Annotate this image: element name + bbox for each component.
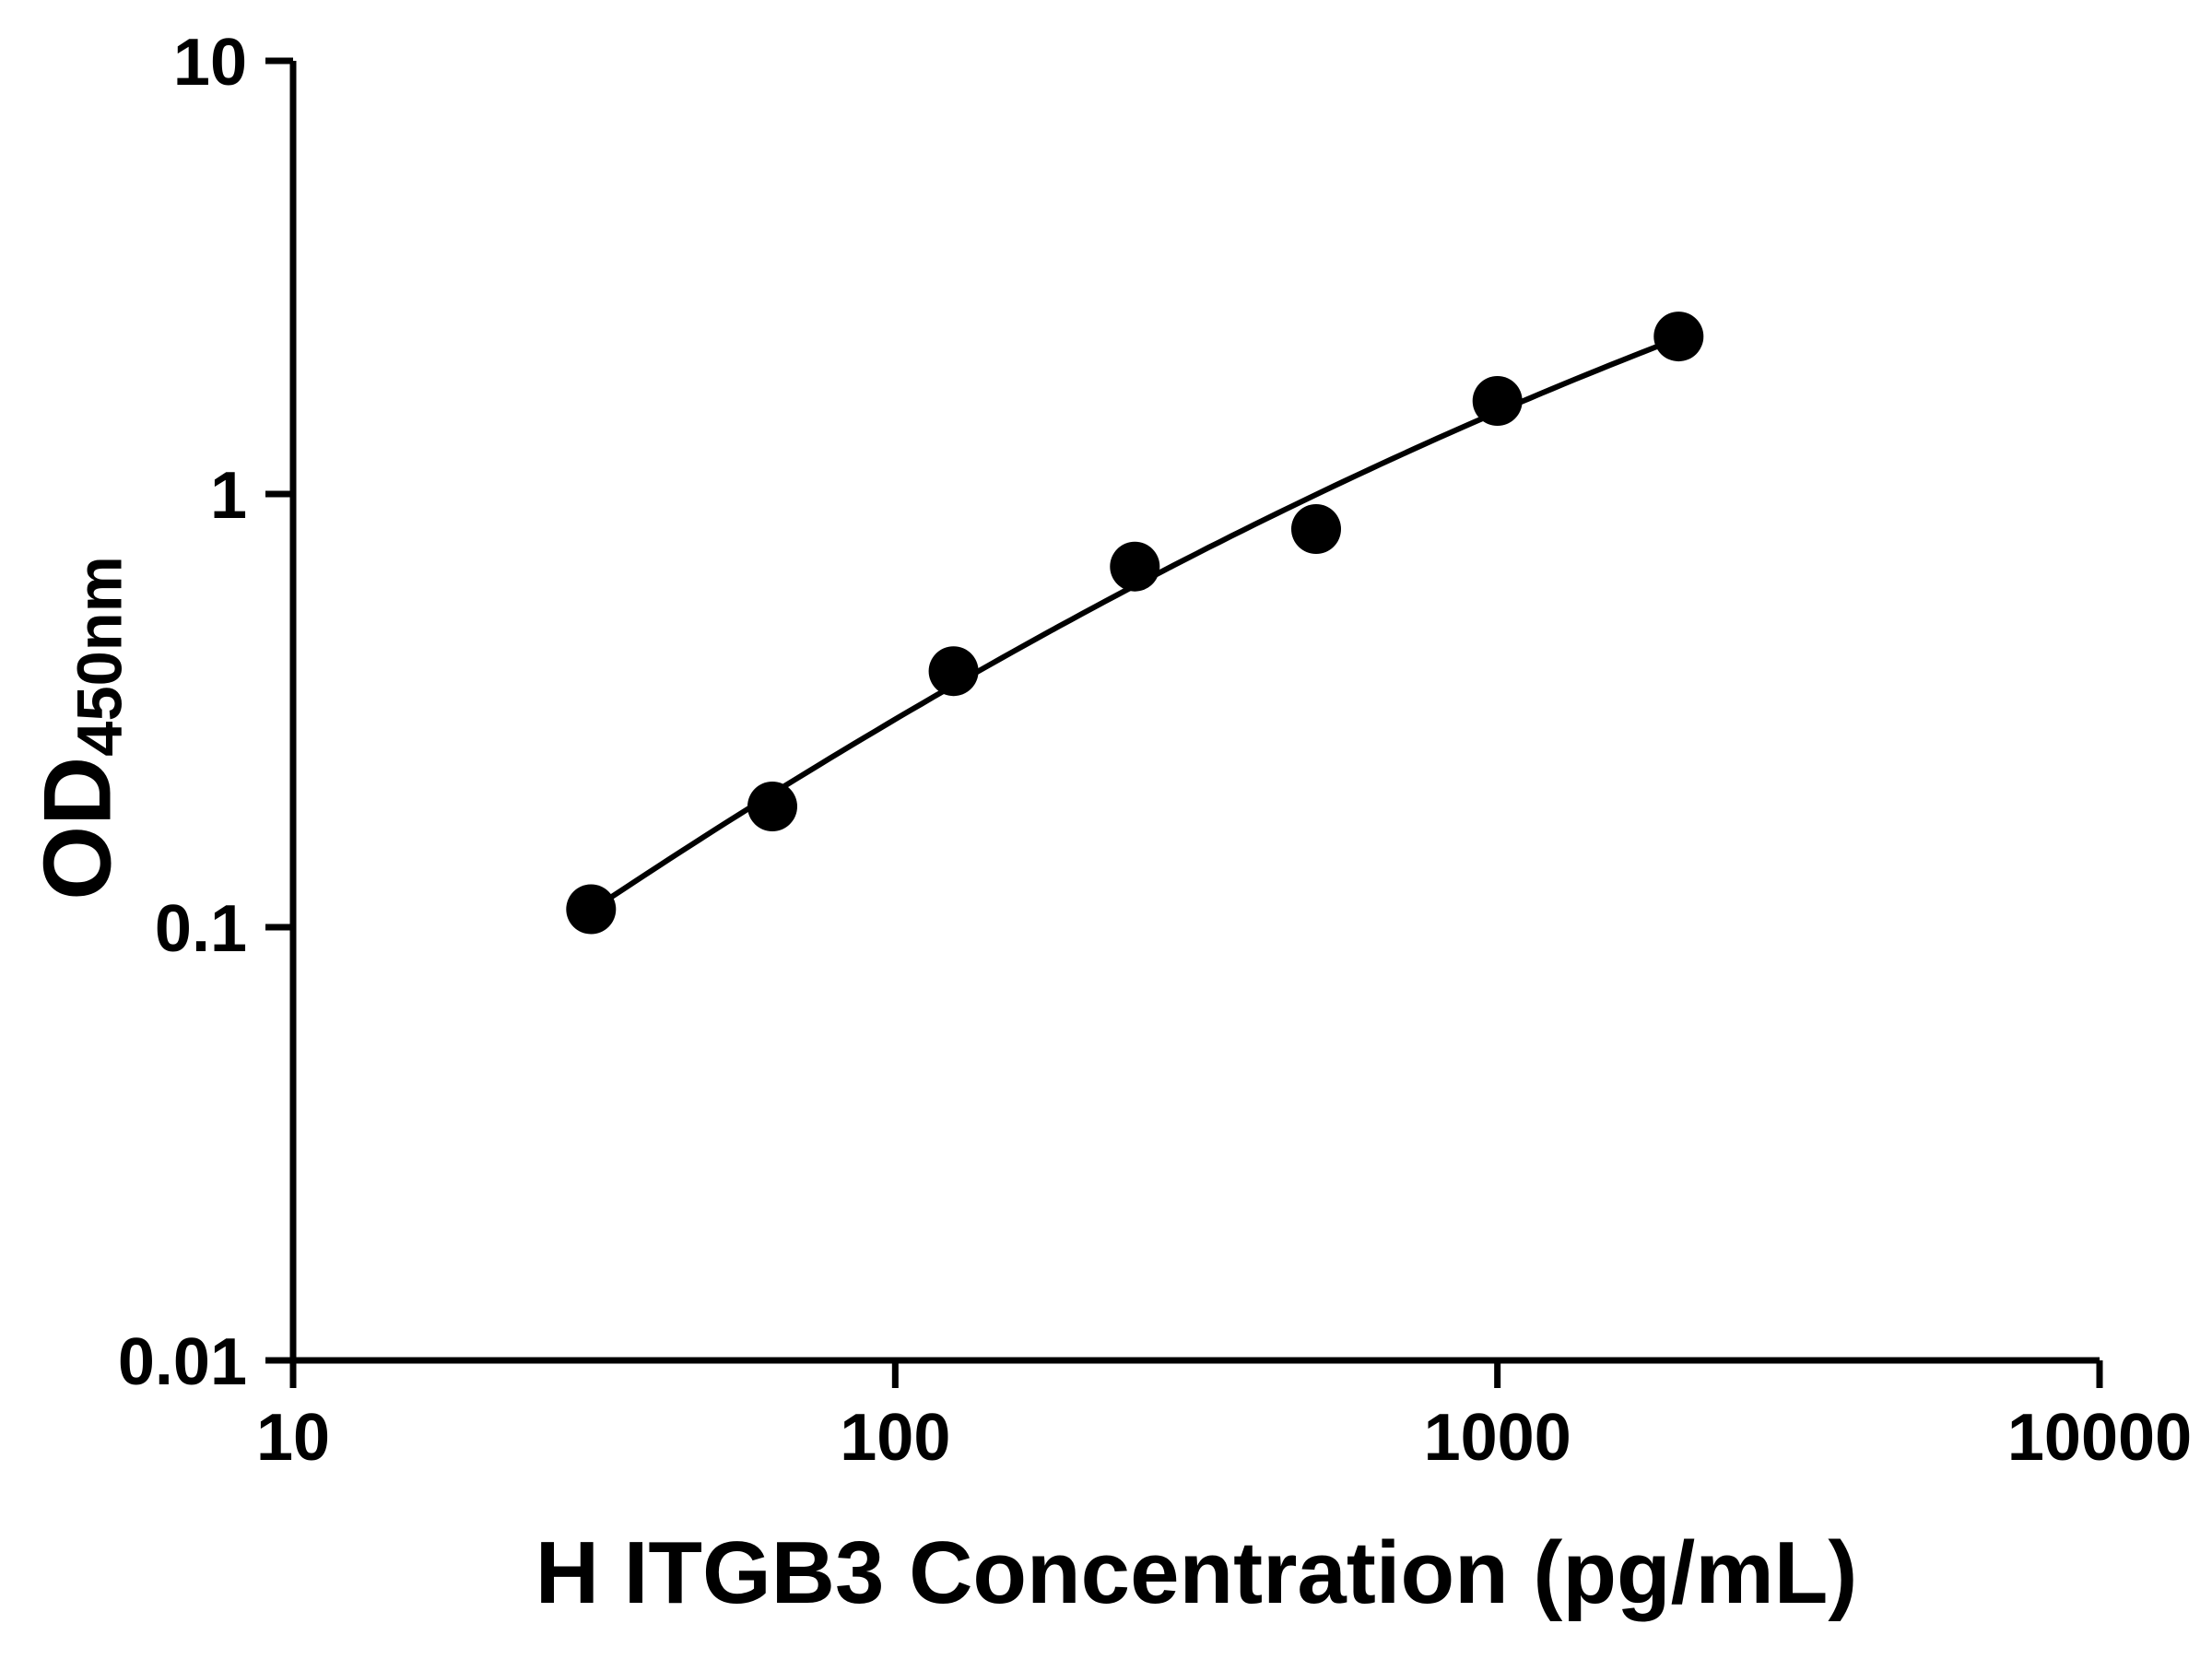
y-tick-label: 1 bbox=[210, 459, 247, 533]
data-point bbox=[1472, 376, 1523, 426]
y-tick-label: 0.01 bbox=[118, 1325, 247, 1399]
x-axis-title: H ITGB3 Concentration (pg/mL) bbox=[535, 1524, 1858, 1622]
axes bbox=[289, 61, 2100, 1364]
data-point bbox=[928, 646, 979, 697]
x-tick-label: 100 bbox=[840, 1401, 950, 1475]
y-axis-label-main: OD bbox=[24, 756, 132, 900]
y-axis-title: OD450nm bbox=[24, 556, 135, 900]
data-point bbox=[1110, 541, 1160, 592]
x-tick-label: 10 bbox=[256, 1401, 330, 1475]
x-tick-label: 1000 bbox=[1424, 1401, 1571, 1475]
y-axis-label-subscript: 450nm bbox=[64, 556, 135, 757]
y-tick-label: 0.1 bbox=[155, 892, 247, 966]
y-tick-label: 10 bbox=[173, 26, 247, 100]
fit-curve bbox=[576, 335, 1680, 923]
x-tick-label: 10000 bbox=[2007, 1401, 2192, 1475]
data-point bbox=[566, 884, 617, 935]
data-point bbox=[1653, 312, 1704, 362]
data-point bbox=[747, 782, 797, 831]
data-point bbox=[1291, 504, 1341, 554]
